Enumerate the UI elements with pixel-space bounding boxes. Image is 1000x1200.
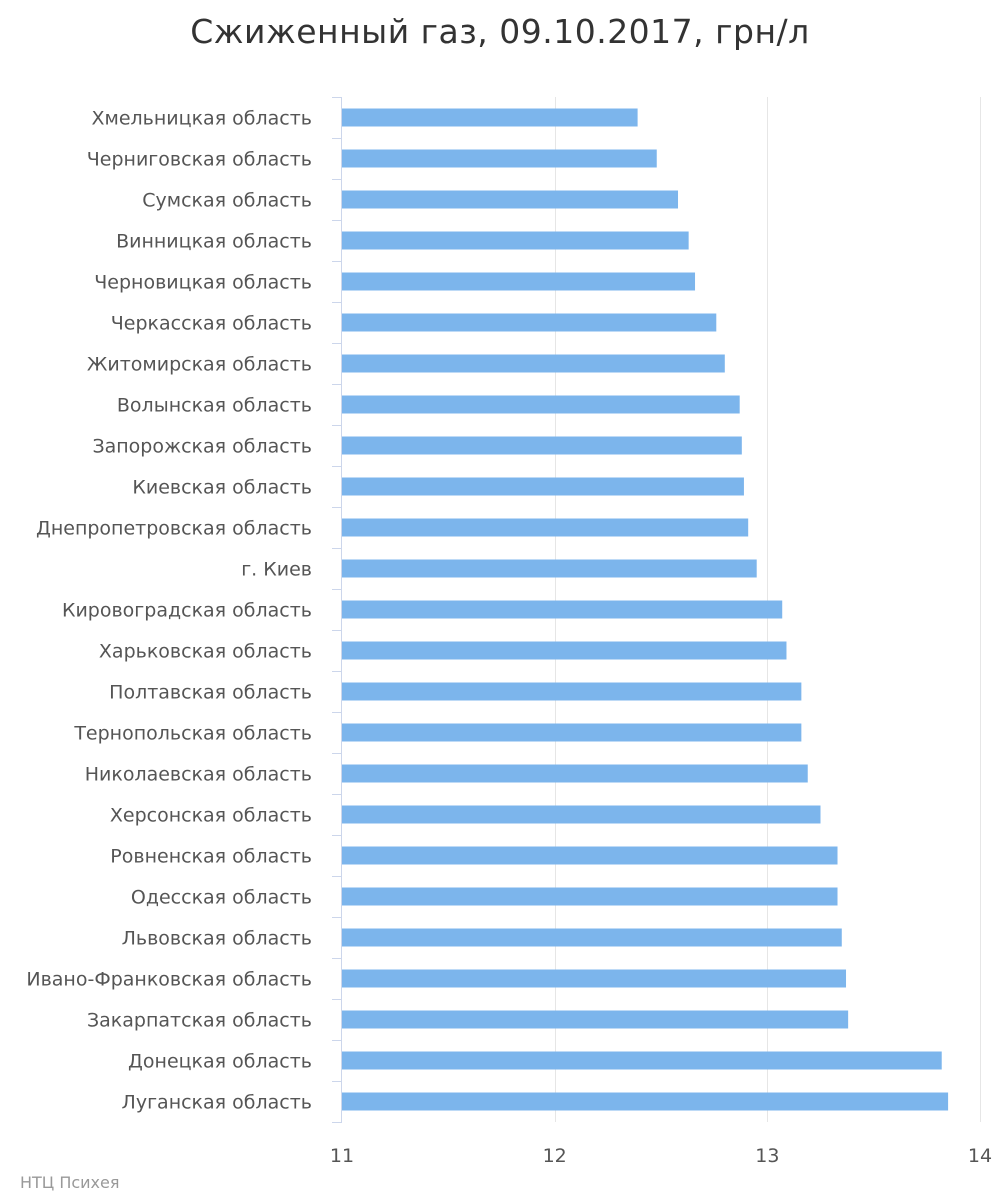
category-label: Житомирская область: [87, 354, 312, 376]
category-label: Черкасская область: [111, 313, 312, 335]
bar: [342, 354, 725, 373]
bar: [342, 436, 742, 455]
bar: [342, 805, 821, 824]
bar: [342, 887, 838, 906]
bar: [342, 723, 802, 742]
category-label: Запорожская область: [92, 436, 312, 458]
x-tick-label: 13: [755, 1145, 779, 1167]
category-label: Харьковская область: [99, 641, 312, 663]
category-label: Сумская область: [142, 190, 312, 212]
bar: [342, 108, 638, 127]
category-label: Черниговская область: [87, 149, 312, 171]
x-tick-label: 11: [330, 1145, 354, 1167]
category-label: г. Киев: [241, 559, 312, 581]
bar: [342, 149, 657, 168]
category-label: Черновицкая область: [94, 272, 312, 294]
bar: [342, 1051, 942, 1070]
category-label: Полтавская область: [109, 682, 312, 704]
bar: [342, 518, 749, 537]
category-label: Одесская область: [131, 887, 312, 909]
bar: [342, 1010, 849, 1029]
source-credit: НТЦ Психея: [20, 1173, 120, 1192]
bar: [342, 272, 696, 291]
category-label: Днепропетровская область: [36, 518, 312, 540]
category-label: Винницкая область: [116, 231, 312, 253]
bar: [342, 846, 838, 865]
category-label: Закарпатская область: [87, 1010, 312, 1032]
chart-title: Сжиженный газ, 09.10.2017, грн/л: [190, 12, 810, 51]
x-tick-label: 14: [968, 1145, 992, 1167]
category-label: Кировоградская область: [62, 600, 312, 622]
category-label: Киевская область: [132, 477, 312, 499]
bar: [342, 1092, 949, 1111]
category-label: Николаевская область: [85, 764, 312, 786]
category-label: Ивано-Франковская область: [26, 969, 312, 991]
bar: [342, 969, 847, 988]
bar: [342, 395, 740, 414]
bar: [342, 190, 679, 209]
bar: [342, 559, 757, 578]
bar: [342, 641, 787, 660]
bar: [342, 928, 842, 947]
bar: [342, 477, 744, 496]
x-tick-label: 12: [543, 1145, 567, 1167]
bar: [342, 231, 689, 250]
category-label: Хмельницкая область: [91, 108, 312, 130]
bar: [342, 682, 802, 701]
bar: [342, 600, 783, 619]
bar: [342, 764, 808, 783]
category-label: Донецкая область: [128, 1051, 312, 1073]
category-label: Луганская область: [122, 1092, 312, 1114]
category-label: Волынская область: [117, 395, 312, 417]
category-label: Херсонская область: [110, 805, 312, 827]
category-label: Ровненская область: [110, 846, 312, 868]
category-label: Тернопольская область: [73, 723, 312, 745]
category-label: Львовская область: [122, 928, 312, 950]
bar: [342, 313, 717, 332]
